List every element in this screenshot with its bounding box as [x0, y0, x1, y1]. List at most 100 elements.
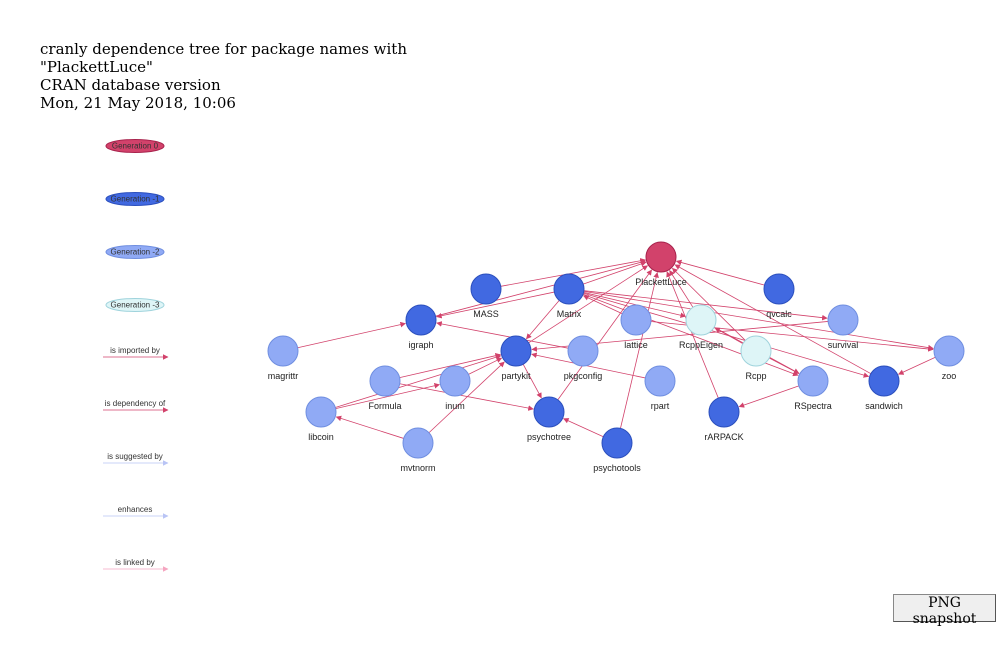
node-label: mvtnorm: [400, 463, 435, 473]
legend-node-ellipse: [105, 139, 165, 153]
node-RSpectra[interactable]: RSpectra: [794, 365, 832, 411]
node-circle[interactable]: [553, 273, 585, 305]
edge-pkgconfig-to-igraph: [436, 321, 569, 349]
edge-Matrix-to-RcppEigen: [583, 292, 686, 318]
node-psychotools[interactable]: psychotools: [593, 427, 641, 473]
edge-Matrix-to-sandwich: [583, 292, 870, 378]
node-magrittr[interactable]: magrittr: [267, 335, 299, 381]
node-Formula[interactable]: Formula: [368, 365, 402, 411]
node-circle[interactable]: [763, 273, 795, 305]
edge-Matrix-to-partykit: [526, 300, 560, 340]
node-circle[interactable]: [402, 427, 434, 459]
node-circle[interactable]: [620, 304, 652, 336]
node-circle[interactable]: [644, 365, 676, 397]
node-circle[interactable]: [533, 396, 565, 428]
legend-node-ellipse: [105, 245, 165, 259]
node-PlackettLuce[interactable]: PlackettLuce: [635, 241, 687, 287]
node-igraph[interactable]: igraph: [405, 304, 437, 350]
node-circle[interactable]: [933, 335, 965, 367]
edge-rARPACK-to-PlackettLuce: [666, 271, 719, 399]
legend-node-label: Generation -3: [111, 301, 160, 310]
edge-mvtnorm-to-partykit: [428, 361, 505, 434]
node-psychotree[interactable]: psychotree: [527, 396, 571, 442]
node-lattice[interactable]: lattice: [620, 304, 652, 350]
node-label: partykit: [501, 371, 531, 381]
legend-generation-2: Generation -2: [105, 245, 165, 259]
node-Matrix[interactable]: Matrix: [553, 273, 585, 319]
node-pkgconfig[interactable]: pkgconfig: [564, 335, 603, 381]
legend-generation-3: Generation -3: [105, 298, 165, 312]
edge-mvtnorm-to-libcoin: [335, 415, 404, 439]
edge-RSpectra-to-rARPACK: [738, 385, 799, 408]
node-partykit[interactable]: partykit: [500, 335, 532, 381]
edge-Matrix-to-survival: [583, 290, 828, 321]
node-circle[interactable]: [405, 304, 437, 336]
node-label: RSpectra: [794, 401, 832, 411]
node-label: igraph: [408, 340, 433, 350]
node-circle[interactable]: [267, 335, 299, 367]
node-libcoin[interactable]: libcoin: [305, 396, 337, 442]
node-circle[interactable]: [645, 241, 677, 273]
node-circle[interactable]: [305, 396, 337, 428]
node-circle[interactable]: [439, 365, 471, 397]
edge-sandwich-to-PlackettLuce: [674, 264, 872, 375]
node-label: Rcpp: [745, 371, 766, 381]
edge-MASS-to-PlackettLuce: [500, 258, 646, 287]
edge-libcoin-to-partykit: [335, 354, 502, 408]
edge-Matrix-to-zoo: [583, 291, 934, 351]
node-circle[interactable]: [797, 365, 829, 397]
png-snapshot-button[interactable]: PNG snapshot: [893, 594, 996, 627]
legend-edge-imported_by: is imported by: [103, 346, 169, 360]
edge-zoo-to-sandwich: [898, 356, 936, 375]
legend-node-label: Generation -2: [111, 248, 160, 257]
node-rpart[interactable]: rpart: [644, 365, 676, 411]
node-label: libcoin: [308, 432, 334, 442]
node-circle[interactable]: [740, 335, 772, 367]
legend-node-label: Generation 0: [112, 142, 159, 151]
node-MASS[interactable]: MASS: [470, 273, 502, 319]
node-inum[interactable]: inum: [439, 365, 471, 411]
node-circle[interactable]: [868, 365, 900, 397]
node-label: Formula: [368, 401, 401, 411]
node-RcppEigen[interactable]: RcppEigen: [679, 304, 723, 350]
node-circle[interactable]: [470, 273, 502, 305]
node-label: magrittr: [268, 371, 299, 381]
edge-Matrix-to-PlackettLuce: [583, 261, 647, 285]
node-sandwich[interactable]: sandwich: [865, 365, 903, 411]
node-mvtnorm[interactable]: mvtnorm: [400, 427, 436, 473]
edge-psychotools-to-psychotree: [563, 418, 604, 438]
node-circle[interactable]: [708, 396, 740, 428]
edge-Rcpp-to-RSpectra: [769, 357, 800, 374]
legend-node-label: Generation -1: [111, 195, 160, 204]
node-label: lattice: [624, 340, 648, 350]
node-rARPACK[interactable]: rARPACK: [704, 396, 744, 442]
node-circle[interactable]: [685, 304, 717, 336]
node-circle[interactable]: [827, 304, 859, 336]
edge-partykit-to-PlackettLuce: [528, 265, 649, 344]
legend-edge-linked_by: is linked by: [103, 558, 169, 572]
legend-edge-dependency_of: is dependency of: [103, 399, 169, 413]
legend-node-ellipse: [105, 298, 165, 312]
node-zoo[interactable]: zoo: [933, 335, 965, 381]
node-label: rpart: [651, 401, 670, 411]
node-label: zoo: [942, 371, 957, 381]
node-qvcalc[interactable]: qvcalc: [763, 273, 795, 319]
node-survival[interactable]: survival: [827, 304, 859, 350]
title-line-3: CRAN database version: [40, 76, 221, 94]
legend-node-ellipse: [105, 192, 165, 206]
edge-libcoin-to-inum: [335, 383, 440, 410]
legend-edge-label: is dependency of: [105, 399, 166, 408]
edge-Rcpp-to-RcppEigen: [714, 327, 744, 344]
node-layer: PlackettLuce MASS Matrix qvcalc igraph partyk…: [267, 241, 965, 473]
dependence-network[interactable]: Generation 0 Generation -1 Generation -2 Ge…: [0, 0, 1000, 640]
node-Rcpp[interactable]: Rcpp: [740, 335, 772, 381]
node-label: RcppEigen: [679, 340, 723, 350]
node-circle[interactable]: [500, 335, 532, 367]
legend-edge-suggested_by: is suggested by: [103, 452, 169, 466]
page-title: cranly dependence tree for package names…: [40, 40, 407, 112]
node-circle[interactable]: [369, 365, 401, 397]
title-line-2: "PlackettLuce": [40, 58, 153, 76]
node-circle[interactable]: [601, 427, 633, 459]
edge-RcppEigen-to-PlackettLuce: [669, 270, 694, 308]
node-circle[interactable]: [567, 335, 599, 367]
